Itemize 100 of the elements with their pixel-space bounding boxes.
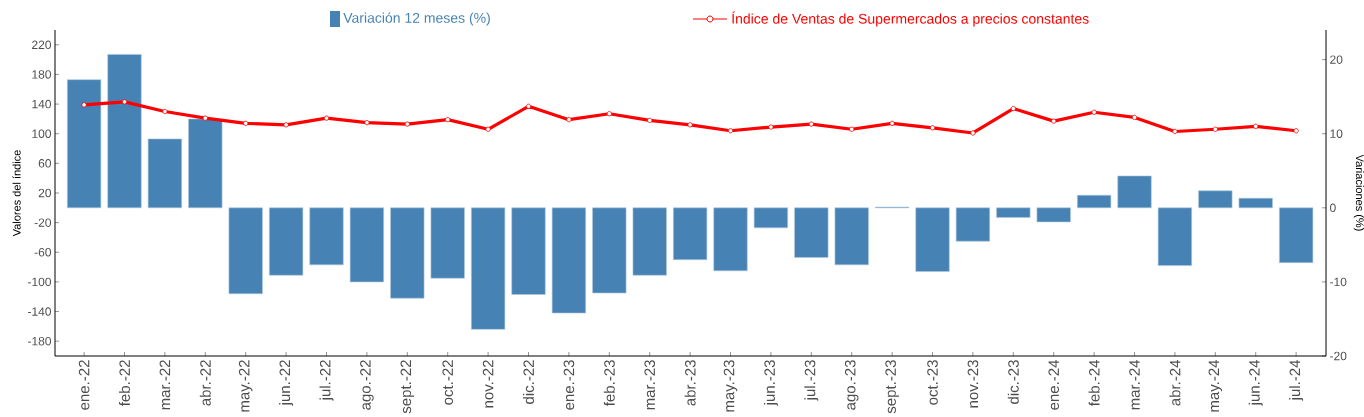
bar bbox=[955, 207, 990, 242]
x-tick-label: jul.-23 bbox=[804, 360, 819, 401]
bar bbox=[551, 207, 586, 314]
bar bbox=[1198, 190, 1233, 209]
point bbox=[647, 117, 653, 123]
point bbox=[1010, 105, 1016, 112]
bar bbox=[430, 207, 465, 279]
y-tick-label: -100 bbox=[28, 277, 52, 287]
bar bbox=[1238, 197, 1273, 209]
point bbox=[1051, 118, 1057, 124]
point bbox=[849, 126, 855, 132]
point bbox=[283, 122, 289, 128]
bar bbox=[1157, 207, 1192, 266]
point bbox=[202, 115, 208, 121]
y-tick-label: -140 bbox=[28, 307, 52, 316]
bar bbox=[349, 207, 384, 283]
x-tick-label: dic.-22 bbox=[522, 360, 535, 404]
x-tick-label: feb.-24 bbox=[1088, 359, 1100, 406]
x-tick-label: ene.-24 bbox=[1048, 359, 1060, 410]
point bbox=[606, 111, 612, 117]
x-tick-label: abr.-22 bbox=[199, 360, 211, 406]
x-tick-label: may.-22 bbox=[238, 360, 253, 412]
x-tick-label: nov.-23 bbox=[967, 360, 979, 408]
bar bbox=[228, 207, 263, 295]
bar bbox=[632, 207, 667, 276]
x-tick-label: ago.-23 bbox=[844, 360, 859, 410]
x-tick-label: may.-23 bbox=[723, 360, 738, 412]
x-tick-label: jun.-24 bbox=[1248, 359, 1263, 406]
y-tick-label: 140 bbox=[32, 99, 52, 109]
point bbox=[1212, 126, 1218, 132]
bar bbox=[673, 207, 708, 260]
bar bbox=[511, 207, 546, 295]
bar bbox=[794, 207, 829, 258]
bar bbox=[471, 207, 506, 330]
bar bbox=[390, 207, 425, 299]
point bbox=[445, 117, 451, 123]
x-tick-label: ene.-22 bbox=[78, 360, 90, 410]
point bbox=[929, 125, 936, 131]
x-tick-label: ene.-23 bbox=[563, 360, 575, 410]
x-tick-label: feb.-23 bbox=[603, 360, 615, 406]
x-tick-label: mar.-23 bbox=[644, 360, 656, 410]
point bbox=[566, 117, 572, 123]
y-tick-label: -180 bbox=[28, 336, 52, 346]
y-tick-label: 60 bbox=[38, 159, 52, 168]
y2-tick-label: 20 bbox=[1330, 55, 1343, 64]
y-tick-label: 20 bbox=[38, 188, 52, 198]
bar bbox=[1077, 194, 1112, 209]
bar bbox=[915, 207, 950, 272]
y2-tick-label: 10 bbox=[1330, 129, 1343, 138]
point bbox=[768, 124, 774, 130]
point bbox=[970, 130, 976, 136]
x-tick-label: jul.-24 bbox=[1289, 359, 1304, 401]
y2-axis-title: Variaciones (%) bbox=[1353, 154, 1364, 231]
x-tick-label: sept.-22 bbox=[400, 360, 415, 414]
point bbox=[121, 99, 128, 105]
x-tick-label: ago.-22 bbox=[360, 360, 374, 410]
bar bbox=[834, 207, 869, 266]
point bbox=[323, 115, 330, 121]
x-tick-label: sept.-23 bbox=[885, 360, 899, 414]
x-tick-label: mar.-24 bbox=[1129, 359, 1140, 410]
x-tick-label: oct.-22 bbox=[442, 360, 454, 405]
point bbox=[727, 128, 734, 134]
bar bbox=[269, 207, 304, 276]
point bbox=[1253, 123, 1259, 129]
bar bbox=[996, 207, 1031, 218]
y-tick-label: -60 bbox=[34, 248, 52, 257]
bar bbox=[753, 207, 788, 229]
bar bbox=[713, 207, 748, 272]
bar bbox=[1279, 207, 1314, 263]
x-tick-label: abr.-23 bbox=[684, 360, 696, 406]
legend-label: Índice de Ventas de Supermercados a precios constantes bbox=[732, 11, 1089, 27]
x-tick-label: jun.-22 bbox=[279, 360, 294, 406]
point bbox=[162, 108, 168, 115]
x-tick-label: abr.-24 bbox=[1169, 359, 1181, 406]
x-tick-label: jul.-22 bbox=[319, 360, 334, 401]
bar bbox=[188, 118, 223, 209]
x-tick-label: oct.-23 bbox=[927, 360, 938, 405]
y-tick-label: 180 bbox=[32, 70, 52, 79]
point bbox=[1131, 114, 1138, 121]
bar bbox=[1117, 175, 1152, 209]
x-tick-label: jun.-23 bbox=[763, 360, 778, 406]
point bbox=[81, 102, 87, 108]
point bbox=[243, 120, 249, 126]
bar bbox=[147, 138, 182, 209]
x-tick-label: feb.-22 bbox=[118, 360, 130, 406]
y-tick-label: -20 bbox=[34, 218, 52, 227]
point bbox=[364, 120, 370, 126]
y2-tick-label: -20 bbox=[1330, 351, 1347, 361]
bar bbox=[107, 54, 142, 209]
y2-tick-label: -10 bbox=[1330, 277, 1347, 287]
legend-label: Variación 12 meses (%) bbox=[343, 12, 490, 26]
point bbox=[1172, 128, 1178, 135]
point bbox=[889, 120, 895, 126]
x-tick-label: may.-24 bbox=[1208, 359, 1223, 412]
y-tick-label: 220 bbox=[32, 40, 52, 50]
point bbox=[525, 103, 532, 109]
y-axis-title: Valores del índice bbox=[12, 150, 21, 237]
point bbox=[1091, 109, 1097, 115]
bar bbox=[592, 207, 627, 294]
x-tick-label: dic.-23 bbox=[1007, 360, 1019, 404]
